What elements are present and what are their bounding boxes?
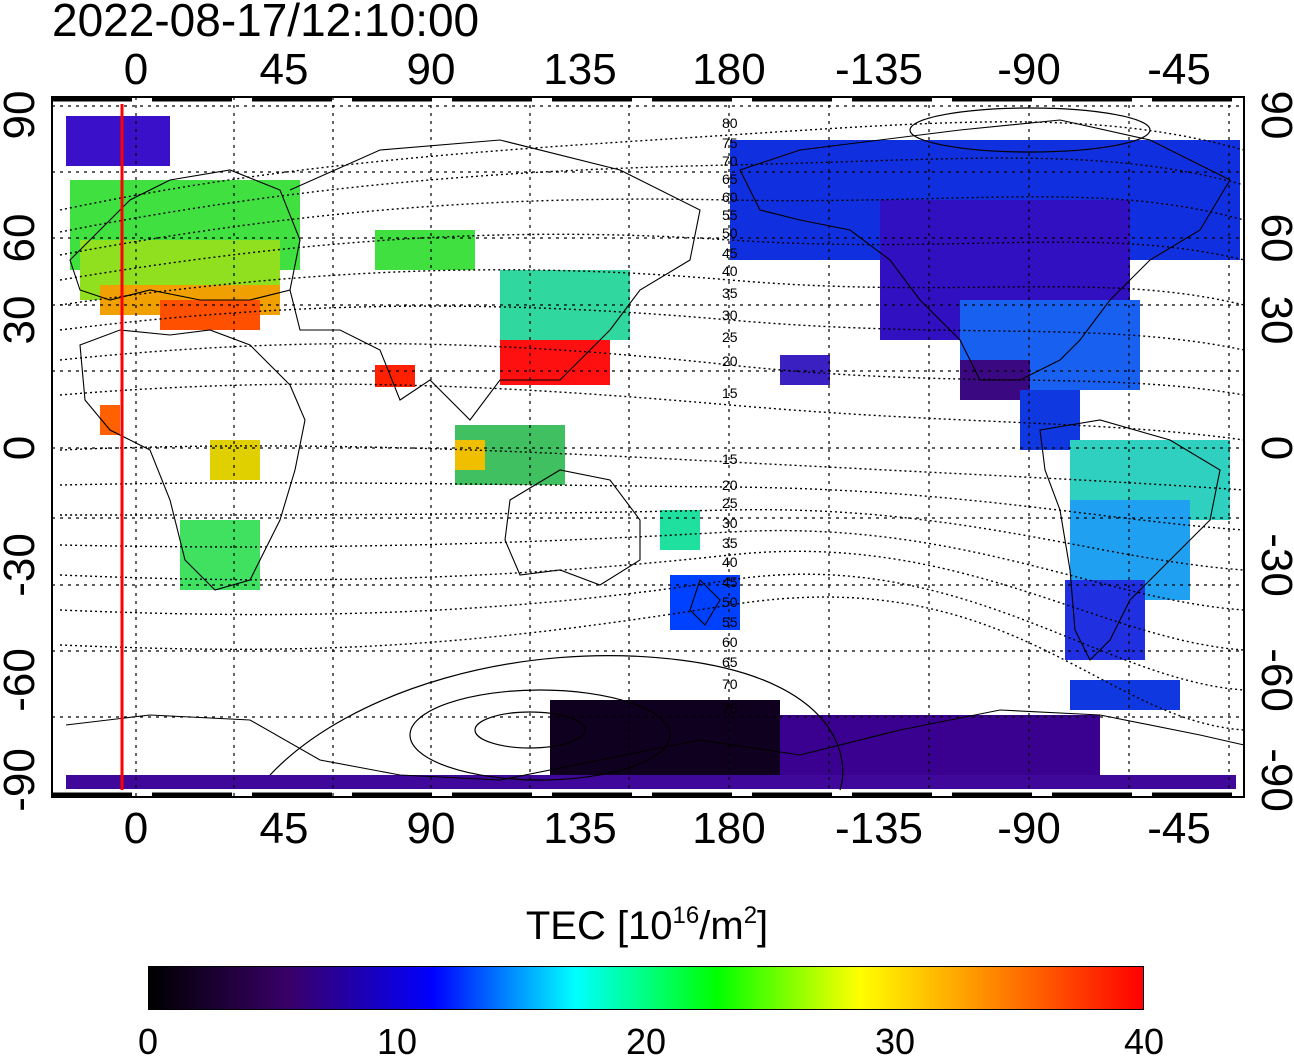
contour-label: 55 <box>722 614 738 630</box>
contour-label: 65 <box>722 654 738 670</box>
top-lon-label: 90 <box>407 45 456 94</box>
contour-label: 15 <box>722 451 738 467</box>
magnetic-latitude-contours <box>59 121 1245 731</box>
contour-label: 55 <box>722 207 738 223</box>
right-lat-label: 90 <box>1252 91 1294 140</box>
bottom-lon-label: 0 <box>124 804 148 853</box>
contour-label: 45 <box>722 245 738 261</box>
contour-label: 50 <box>722 594 738 610</box>
top-lon-label: -90 <box>997 45 1061 94</box>
colorbar-tick-label: 40 <box>1123 1021 1165 1062</box>
lat-lon-grid <box>52 97 1244 797</box>
coastlines <box>65 119 1245 781</box>
contour-label: 50 <box>722 225 738 241</box>
left-lat-label: -30 <box>0 533 44 597</box>
contour-label: 30 <box>722 307 738 323</box>
contour-label: 25 <box>722 329 738 345</box>
bottom-lon-label: -45 <box>1147 804 1211 853</box>
contour-label: 25 <box>722 495 738 511</box>
tec-data-cells <box>66 116 1240 789</box>
top-lon-label: 45 <box>260 45 309 94</box>
top-lon-label: 135 <box>543 45 616 94</box>
contour-label: 20 <box>722 353 738 369</box>
bottom-lon-label: 180 <box>692 804 765 853</box>
right-lat-label: 60 <box>1252 214 1294 263</box>
tec-colorbar <box>148 966 1144 1010</box>
contour-label: 60 <box>722 634 738 650</box>
contour-label: 60 <box>722 189 738 205</box>
contour-label: 45 <box>722 574 738 590</box>
contour-label: 35 <box>722 535 738 551</box>
colorbar-tick-label: 10 <box>376 1021 418 1062</box>
left-lat-label: 0 <box>0 436 44 460</box>
left-lat-label: 30 <box>0 296 44 345</box>
contour-label: 65 <box>722 171 738 187</box>
contour-label: 75 <box>722 700 738 716</box>
map-timestamp-title: 2022-08-17/12:10:00 <box>52 0 480 46</box>
contour-label: 35 <box>722 285 738 301</box>
top-lon-label: 0 <box>124 45 148 94</box>
contour-label: 40 <box>722 554 738 570</box>
contour-label: 75 <box>722 135 738 151</box>
left-lat-label: -60 <box>0 648 44 712</box>
bottom-lon-label: 135 <box>543 804 616 853</box>
contour-label: 20 <box>722 477 738 493</box>
top-longitude-labels: 0 45 90 135 180 -135 -90 -45 <box>124 45 1211 94</box>
bottom-longitude-labels: 0 45 90 135 180 -135 -90 -45 <box>124 804 1211 853</box>
right-lat-label: -30 <box>1252 533 1294 597</box>
contour-value-labels: 80 75 70 65 60 55 50 45 40 35 30 25 20 15 15 20 25 30 35 40… <box>722 115 738 716</box>
top-lon-label: 180 <box>692 45 765 94</box>
bottom-lon-label: 90 <box>407 804 456 853</box>
left-lat-label: 60 <box>0 214 44 263</box>
left-lat-label: 90 <box>0 91 44 140</box>
left-lat-label: -90 <box>0 748 44 812</box>
right-lat-label: 0 <box>1252 436 1294 460</box>
bottom-lon-label: -135 <box>835 804 923 853</box>
colorbar-tick-label: 30 <box>874 1021 916 1062</box>
tec-world-map: 80 75 70 65 60 55 50 45 40 35 30 25 20 15 15 20 25 30 35 40… <box>0 45 1294 853</box>
right-lat-label: 30 <box>1252 296 1294 345</box>
left-latitude-labels: 90 60 30 0 -30 -60 -90 <box>0 91 44 812</box>
polar-contours <box>269 107 1151 791</box>
contour-label: 15 <box>722 385 738 401</box>
right-lat-label: -90 <box>1252 748 1294 812</box>
contour-label: 70 <box>722 676 738 692</box>
top-lon-label: -135 <box>835 45 923 94</box>
contour-label: 30 <box>722 515 738 531</box>
bottom-lon-label: 45 <box>260 804 309 853</box>
contour-label: 80 <box>722 115 738 131</box>
contour-label: 40 <box>722 263 738 279</box>
right-lat-label: -60 <box>1252 648 1294 712</box>
top-lon-label: -45 <box>1147 45 1211 94</box>
colorbar-label: TEC [1016/m2] <box>525 902 769 949</box>
colorbar-tick-label: 20 <box>625 1021 667 1062</box>
contour-label: 70 <box>722 153 738 169</box>
right-latitude-labels: 90 60 30 0 -30 -60 -90 <box>1252 91 1294 812</box>
colorbar-tick-label: 0 <box>137 1021 159 1062</box>
bottom-lon-label: -90 <box>997 804 1061 853</box>
